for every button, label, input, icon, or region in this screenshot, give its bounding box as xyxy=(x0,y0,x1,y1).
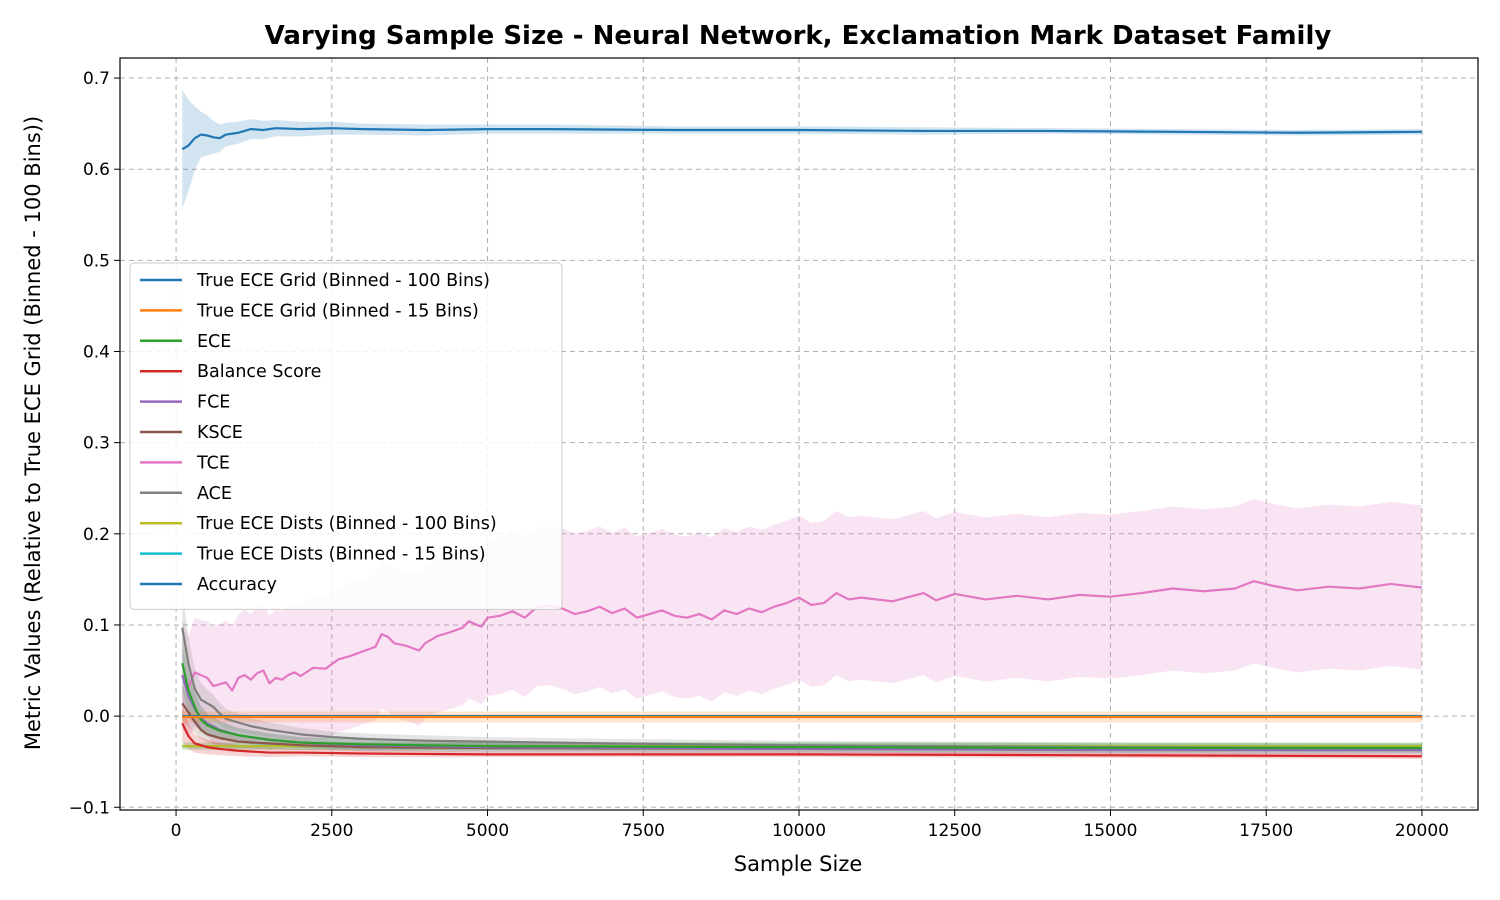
legend-entry: KSCE xyxy=(197,423,243,443)
legend-entry: Balance Score xyxy=(197,362,321,382)
y-tick-label: 0.1 xyxy=(83,616,110,636)
legend-entry: ACE xyxy=(197,484,232,504)
y-tick-label: 0.3 xyxy=(83,434,110,454)
legend-box xyxy=(129,262,563,610)
line-tce xyxy=(181,580,1423,692)
y-tick-label: 0.2 xyxy=(83,525,110,545)
band-ace xyxy=(182,591,1422,753)
legend-entry: TCE xyxy=(196,453,230,473)
line-accuracy xyxy=(181,127,1422,151)
y-tick-label: 0.4 xyxy=(83,343,110,363)
x-tick-label: 12500 xyxy=(928,821,982,841)
legend: True ECE Grid (Binned - 100 Bins) True EC… xyxy=(129,262,563,610)
legend-entry: True ECE Dists (Binned - 100 Bins) xyxy=(196,514,497,534)
line-ace xyxy=(181,627,1422,750)
legend-entry: True ECE Grid (Binned - 100 Bins) xyxy=(196,271,490,291)
x-tick-label: 7500 xyxy=(622,821,665,841)
x-tick-label: 5000 xyxy=(466,821,509,841)
x-tick-label: 10000 xyxy=(772,821,826,841)
band-ece xyxy=(182,635,1422,753)
chart-title: Varying Sample Size - Neural Network, Ex… xyxy=(265,21,1332,51)
y-tick-label: 0.6 xyxy=(83,160,110,180)
x-tick-label: 17500 xyxy=(1239,821,1293,841)
y-axis-label: Metric Values (Relative to True ECE Grid… xyxy=(21,116,45,750)
band-accuracy xyxy=(182,89,1422,209)
legend-entry: True ECE Grid (Binned - 15 Bins) xyxy=(196,301,479,321)
legend-entry: True ECE Dists (Binned - 15 Bins) xyxy=(196,545,486,565)
legend-entry: ECE xyxy=(197,332,231,352)
x-axis-label: Sample Size xyxy=(734,852,863,876)
legend-entry: Accuracy xyxy=(197,575,277,595)
y-tick-label: −0.1 xyxy=(69,798,110,818)
x-tick-label: 2500 xyxy=(310,821,353,841)
x-tick-label: 20000 xyxy=(1395,821,1449,841)
y-tick-label: 0.0 xyxy=(83,707,110,727)
line-balance-score xyxy=(181,722,1422,758)
line-ece xyxy=(181,663,1422,750)
axis-ticks: 0 2500 5000 7500 10000 12500 15000 17500 20000 −0… xyxy=(69,69,1449,841)
y-tick-label: 0.7 xyxy=(83,69,110,89)
series-lines xyxy=(181,127,1423,758)
x-tick-label: 0 xyxy=(171,821,182,841)
legend-entry: FCE xyxy=(197,393,230,413)
y-tick-label: 0.5 xyxy=(83,251,110,271)
x-tick-label: 15000 xyxy=(1083,821,1137,841)
